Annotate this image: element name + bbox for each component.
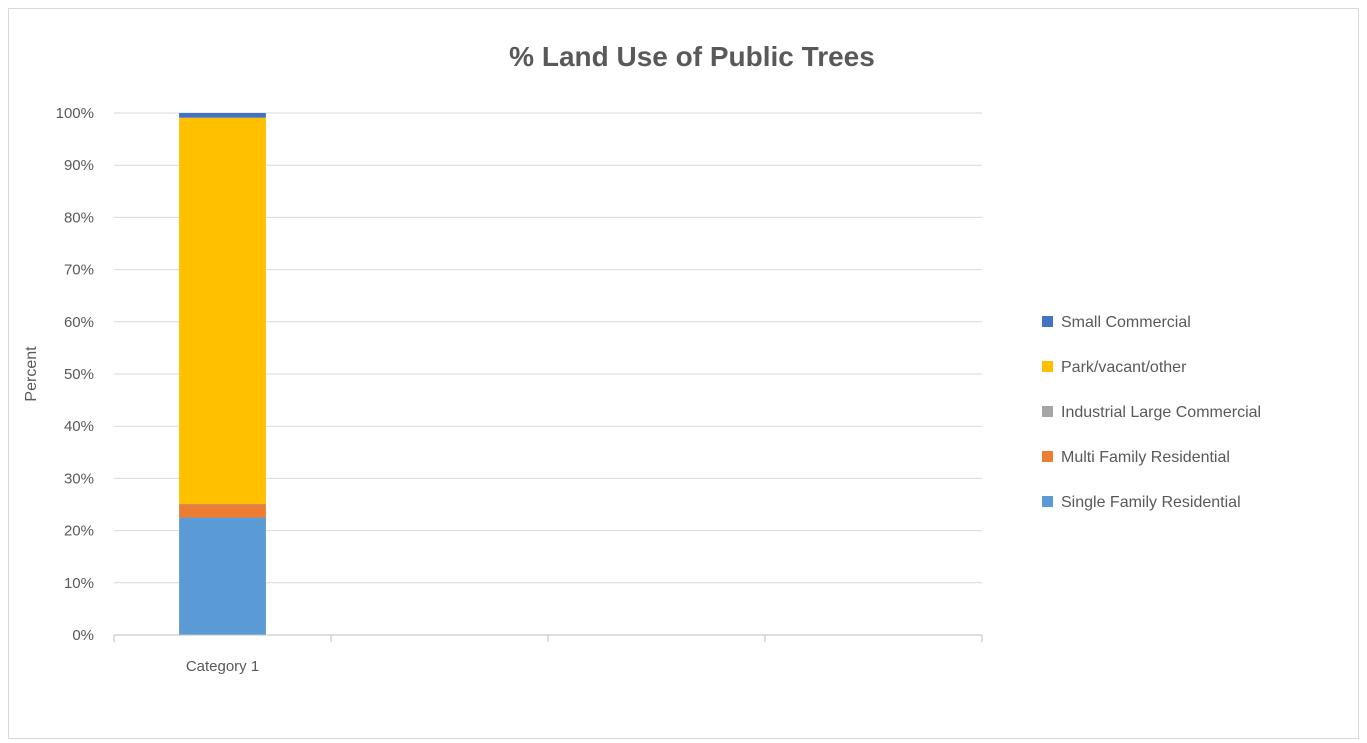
legend-item: Park/vacant/other	[1042, 359, 1187, 376]
legend-swatch	[1042, 316, 1053, 327]
legend-label: Industrial Large Commercial	[1061, 404, 1261, 421]
x-axis	[113, 634, 983, 642]
legend-swatch	[1042, 496, 1053, 507]
y-tick-label: 30%	[64, 470, 94, 487]
y-tick-label: 10%	[64, 575, 94, 592]
y-tick-label: 60%	[64, 314, 94, 331]
legend-swatch	[1042, 406, 1053, 417]
y-tick-label: 90%	[64, 157, 94, 174]
legend-label: Single Family Residential	[1061, 494, 1241, 511]
legend-item: Industrial Large Commercial	[1042, 404, 1261, 421]
bar-segment	[179, 517, 266, 635]
legend-label: Park/vacant/other	[1061, 359, 1187, 376]
legend-swatch	[1042, 451, 1053, 462]
y-tick-label: 20%	[64, 523, 94, 540]
y-tick-label: 40%	[64, 418, 94, 435]
x-tick-labels: Category 1	[186, 658, 259, 675]
y-tick-label: 70%	[64, 262, 94, 279]
y-tick-label: 100%	[56, 105, 94, 122]
y-axis-label: Percent	[23, 346, 40, 402]
legend-label: Small Commercial	[1061, 314, 1191, 331]
legend-item: Multi Family Residential	[1042, 449, 1230, 466]
bar-segment	[179, 117, 266, 504]
x-tick-label: Category 1	[186, 658, 259, 675]
bar-segment	[179, 504, 266, 518]
legend: Small Commercial Park/vacant/other Industr…	[1042, 314, 1261, 511]
y-tick-label: 0%	[72, 627, 94, 644]
legend-item: Single Family Residential	[1042, 494, 1241, 511]
legend-swatch	[1042, 361, 1053, 372]
bar-segment	[179, 503, 266, 505]
legend-label: Multi Family Residential	[1061, 449, 1230, 466]
chart-title: % Land Use of Public Trees	[509, 41, 875, 72]
bars	[179, 113, 266, 635]
y-tick-labels: 0% 10% 20% 30% 40% 50% 60% 70% 80% 90% 100%	[56, 105, 94, 644]
legend-item: Small Commercial	[1042, 314, 1191, 331]
y-tick-label: 50%	[64, 366, 94, 383]
y-tick-label: 80%	[64, 209, 94, 226]
bar-segment	[179, 113, 266, 118]
